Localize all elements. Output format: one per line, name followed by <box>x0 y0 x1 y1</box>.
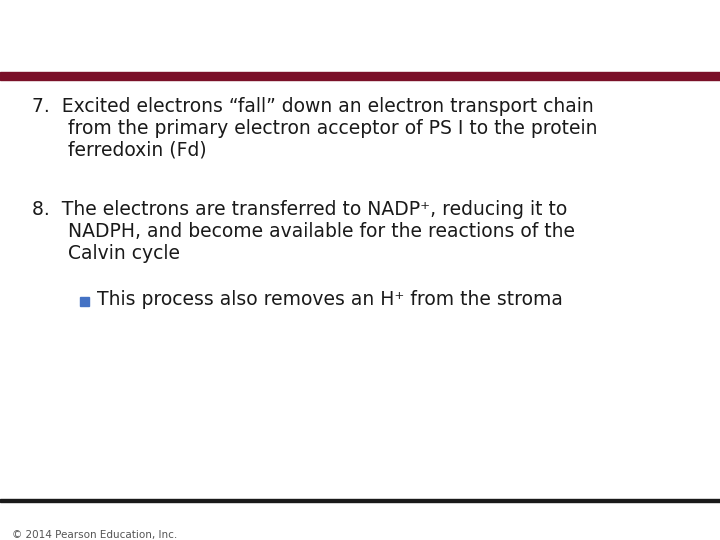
Text: NADPH, and become available for the reactions of the: NADPH, and become available for the reac… <box>32 222 575 241</box>
Bar <box>0 499 720 502</box>
Text: from the primary electron acceptor of PS I to the protein: from the primary electron acceptor of PS… <box>32 119 598 138</box>
Text: ferredoxin (Fd): ferredoxin (Fd) <box>32 141 207 160</box>
Text: 7.  Excited electrons “fall” down an electron transport chain: 7. Excited electrons “fall” down an elec… <box>32 97 594 116</box>
Bar <box>0 72 720 80</box>
Text: © 2014 Pearson Education, Inc.: © 2014 Pearson Education, Inc. <box>12 530 177 540</box>
Text: Calvin cycle: Calvin cycle <box>32 244 180 263</box>
Text: 8.  The electrons are transferred to NADP⁺, reducing it to: 8. The electrons are transferred to NADP… <box>32 200 567 219</box>
Text: This process also removes an H⁺ from the stroma: This process also removes an H⁺ from the… <box>97 290 563 309</box>
Bar <box>80 296 89 306</box>
